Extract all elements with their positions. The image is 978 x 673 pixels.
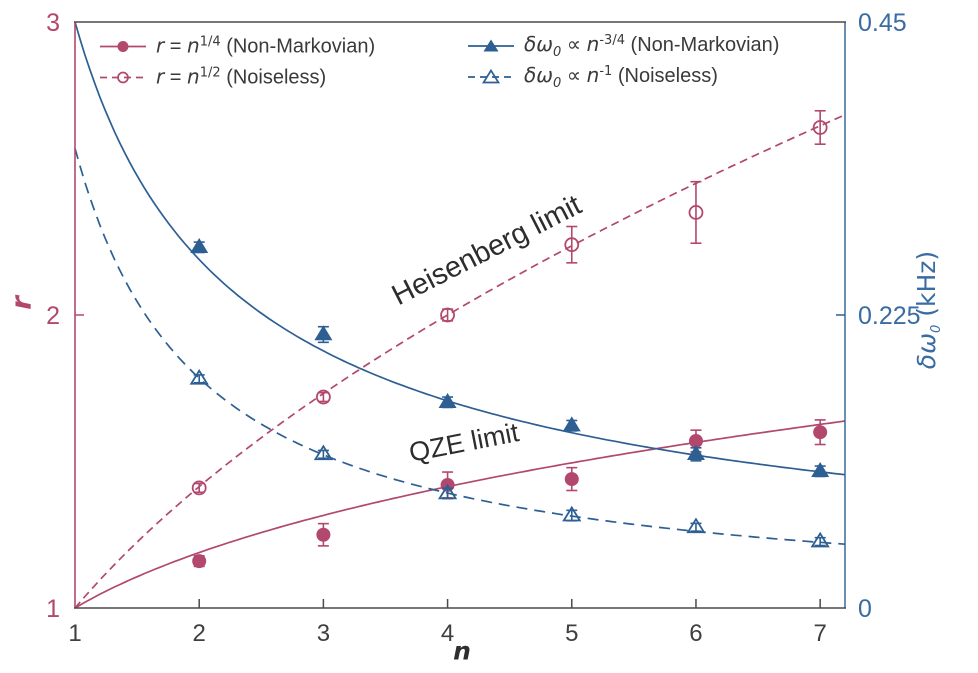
data-point <box>811 461 830 477</box>
data-point <box>686 517 706 534</box>
data-point <box>688 433 703 448</box>
data-point <box>313 444 333 461</box>
data-point <box>191 480 207 496</box>
data-point <box>315 389 331 405</box>
data-point <box>437 483 458 500</box>
y-left-tick-label: 3 <box>46 9 60 37</box>
error-bar <box>814 109 826 145</box>
series-r-noiseless <box>74 109 846 609</box>
x-tick-label: 1 <box>68 620 81 647</box>
legend-label: r = n1/4 (Non-Markovian) <box>156 33 376 58</box>
series-dw-non-markovian <box>74 21 846 478</box>
data-point <box>564 472 579 487</box>
error-bar <box>566 225 578 264</box>
fit-line-r-noiseless <box>74 114 846 609</box>
legend-item-r-non-markovian: r = n1/4 (Non-Markovian) <box>100 34 375 59</box>
data-point <box>316 527 331 542</box>
y-right-tick-label: 0.45 <box>858 9 907 37</box>
right-axis-label-run: (kHz) <box>912 250 941 325</box>
series-dw-noiseless <box>74 148 846 548</box>
legend-item-dw-non-markovian: δω0 ∝ n-3/4 (Non-Markovian) <box>468 32 779 60</box>
x-tick-label: 5 <box>565 620 578 647</box>
x-tick-label: 6 <box>689 620 702 647</box>
y-right-tick-label: 0.225 <box>858 302 921 330</box>
data-point <box>686 445 705 461</box>
left-axis-label: r <box>4 296 38 310</box>
fit-line-r-non-markovian <box>74 420 846 609</box>
legend-item-r-noiseless: r = n1/2 (Noiseless) <box>100 65 326 90</box>
right-axis-label: δω0 (kHz) <box>912 251 944 369</box>
x-tick-label: 3 <box>317 620 330 647</box>
legend-marker-triangle-open-icon <box>468 68 514 84</box>
x-axis-label: n <box>453 636 471 666</box>
right-axis-label-run: 0 <box>929 324 944 333</box>
error-bar <box>690 180 702 245</box>
data-point <box>812 120 828 135</box>
error-bar <box>317 391 329 403</box>
x-tick-label: 7 <box>813 620 826 647</box>
axes-spines: 1 2 3 4 5 6 7 1 2 3 0 0.225 0.45 <box>46 9 920 647</box>
legend-label: δω0 ∝ n-3/4 (Non-Markovian) <box>524 32 780 60</box>
data-point <box>813 425 828 440</box>
data-point <box>562 505 582 522</box>
data-point <box>440 307 455 323</box>
data-point <box>192 554 207 569</box>
right-axis-label-run: δω <box>912 332 941 370</box>
data-point <box>564 237 580 253</box>
y-right-tick-label: 0 <box>858 595 872 623</box>
data-point <box>189 369 209 385</box>
x-tick-label: 2 <box>193 620 206 647</box>
error-bar <box>193 374 205 384</box>
error-bar <box>566 509 578 522</box>
data-point <box>562 416 581 432</box>
error-bar <box>690 522 702 532</box>
data-point <box>810 531 830 548</box>
y-left-tick-label: 1 <box>46 595 60 623</box>
data-point <box>438 392 457 408</box>
data-point <box>190 237 209 253</box>
legend-marker-circle-filled-icon <box>100 40 146 52</box>
legend-label: r = n1/2 (Noiseless) <box>156 64 327 89</box>
legend-item-dw-noiseless: δω0 ∝ n-1 (Noiseless) <box>468 63 718 91</box>
error-bar <box>317 449 329 460</box>
legend-label: δω0 ∝ n-1 (Noiseless) <box>524 63 718 91</box>
legend-marker-circle-open-icon <box>100 71 146 83</box>
legend-marker-triangle-filled-icon <box>468 39 514 52</box>
fit-line-dw-non-markovian <box>74 21 846 476</box>
x-tick-label: 4 <box>441 620 454 647</box>
y-left-tick-label: 2 <box>46 302 60 330</box>
error-bar <box>814 536 826 547</box>
error-bar <box>193 482 205 494</box>
data-point <box>314 325 333 341</box>
data-point <box>688 205 704 220</box>
